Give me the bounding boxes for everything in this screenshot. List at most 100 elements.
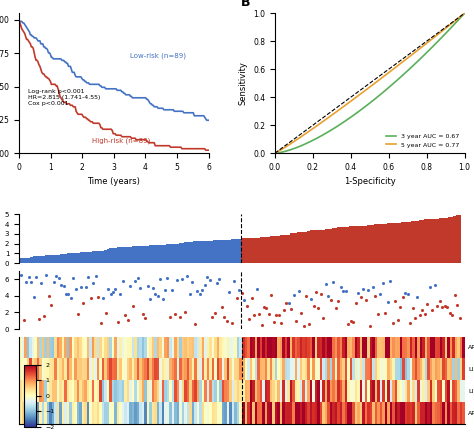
Point xyxy=(438,304,446,311)
Legend: high, low: high, low xyxy=(473,213,474,247)
Point xyxy=(246,315,253,322)
Bar xyxy=(208,241,211,263)
Bar xyxy=(40,256,43,263)
Point xyxy=(146,295,154,302)
Bar xyxy=(104,250,107,263)
Bar xyxy=(107,248,109,263)
Point xyxy=(329,279,337,286)
Point xyxy=(310,302,317,309)
Bar xyxy=(45,255,47,263)
Text: High-risk (n=89): High-risk (n=89) xyxy=(91,137,150,144)
Point xyxy=(443,303,451,310)
Point xyxy=(117,290,124,297)
Bar xyxy=(191,242,193,263)
Bar xyxy=(428,219,431,263)
Bar xyxy=(94,251,97,263)
Bar xyxy=(406,221,409,263)
Bar xyxy=(369,225,372,263)
Point xyxy=(104,286,112,293)
Point xyxy=(60,282,67,289)
Point xyxy=(409,305,416,312)
Bar xyxy=(456,215,458,263)
Bar xyxy=(401,222,404,263)
Point xyxy=(367,322,374,329)
Point xyxy=(159,295,166,302)
X-axis label: 1-Specificity: 1-Specificity xyxy=(344,178,396,187)
Bar xyxy=(283,235,285,263)
Point xyxy=(236,286,243,293)
Point xyxy=(127,282,134,290)
Point xyxy=(349,318,357,325)
Point xyxy=(312,289,320,296)
Bar xyxy=(240,238,243,263)
Point xyxy=(72,286,80,293)
Bar xyxy=(392,223,394,263)
Bar xyxy=(448,217,451,263)
Point xyxy=(446,310,454,317)
Bar xyxy=(394,223,396,263)
Legend: Alive, Dead: Alive, Dead xyxy=(473,268,474,302)
Bar xyxy=(426,219,428,263)
Point xyxy=(141,315,149,322)
Y-axis label: Sensitivity: Sensitivity xyxy=(238,61,247,105)
Bar xyxy=(339,227,342,263)
Point xyxy=(295,287,302,294)
Point xyxy=(206,277,213,284)
Bar xyxy=(181,243,183,263)
Bar xyxy=(127,247,129,263)
Bar xyxy=(424,219,426,263)
Bar xyxy=(193,241,196,263)
Point xyxy=(119,277,127,284)
Bar xyxy=(199,241,201,263)
Bar xyxy=(230,240,233,263)
Point xyxy=(290,292,298,299)
Bar xyxy=(67,253,70,263)
Bar xyxy=(255,238,258,263)
Bar xyxy=(189,242,191,263)
Point xyxy=(359,285,367,292)
Point xyxy=(250,311,258,318)
Bar xyxy=(359,226,362,263)
Bar xyxy=(159,245,161,263)
Bar xyxy=(329,229,332,263)
Point xyxy=(151,291,159,298)
Bar xyxy=(332,228,335,263)
Bar xyxy=(327,229,329,263)
Point xyxy=(173,276,181,283)
Bar xyxy=(109,248,112,263)
Bar xyxy=(300,232,302,263)
Point xyxy=(238,289,246,296)
Point xyxy=(394,316,401,324)
Bar xyxy=(43,256,45,263)
Point xyxy=(270,319,278,326)
Bar xyxy=(57,255,60,263)
Point xyxy=(70,275,77,282)
Point xyxy=(300,323,308,330)
Point xyxy=(404,290,411,297)
Point xyxy=(263,305,270,312)
Point xyxy=(307,295,315,302)
Text: LINC00689: LINC00689 xyxy=(468,367,474,372)
Bar xyxy=(416,221,419,263)
Point xyxy=(94,293,102,301)
Bar xyxy=(302,232,305,263)
Bar xyxy=(156,245,159,263)
Bar xyxy=(55,255,57,263)
Point xyxy=(161,286,169,293)
Text: AP000487.1: AP000487.1 xyxy=(468,411,474,416)
Bar xyxy=(345,227,347,263)
Bar xyxy=(367,225,369,263)
Point xyxy=(226,288,233,295)
Point xyxy=(179,276,186,283)
Bar xyxy=(288,235,290,263)
Point xyxy=(176,314,183,321)
Bar xyxy=(270,236,273,263)
Bar xyxy=(414,221,416,263)
Bar xyxy=(151,245,154,263)
Point xyxy=(137,284,144,291)
Point xyxy=(203,273,211,280)
Point xyxy=(396,303,404,310)
Point xyxy=(169,286,176,293)
Point xyxy=(362,297,369,304)
Bar xyxy=(434,219,436,263)
